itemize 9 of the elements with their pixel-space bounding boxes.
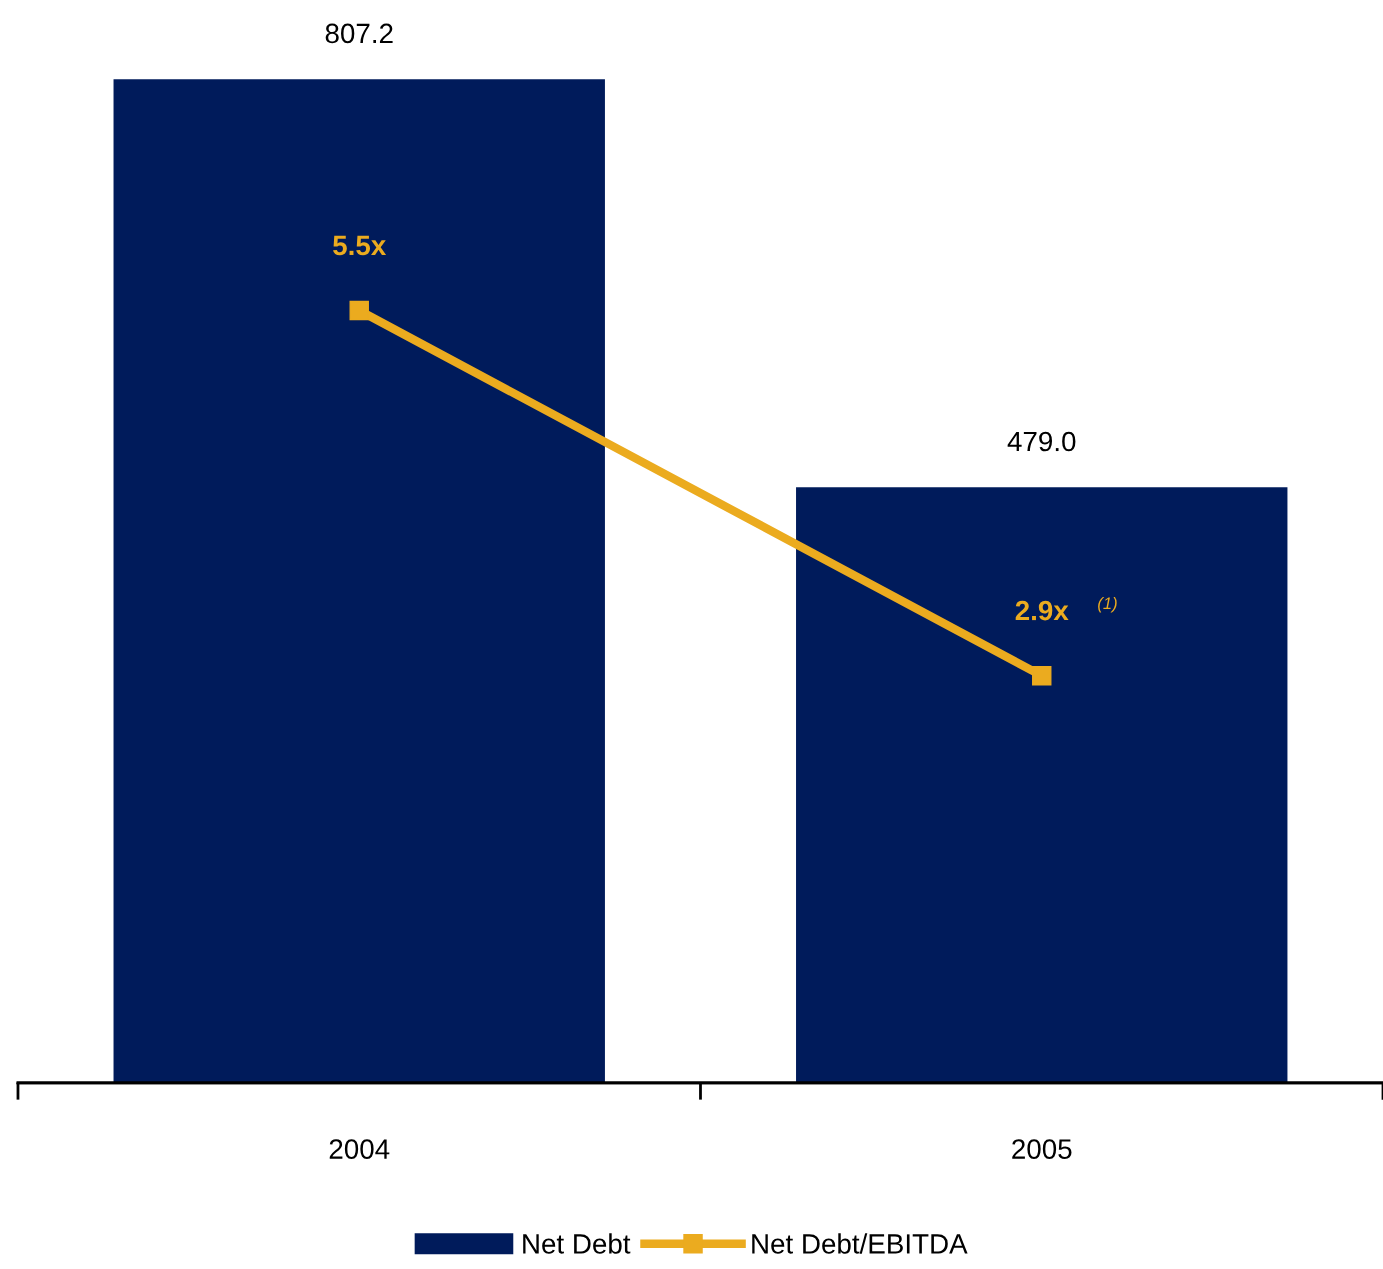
- x-tick-label: 2004: [329, 1139, 390, 1159]
- data-label: 5.5x: [333, 235, 387, 256]
- legend-label: Net Debt: [523, 1233, 631, 1254]
- x-tick-label: 2005: [1012, 1139, 1072, 1159]
- annotation: (1): [1098, 596, 1117, 613]
- data-label: 2.9x: [1015, 600, 1069, 621]
- data-label: 479.0: [1007, 431, 1076, 452]
- legend-label: Net Debt/EBITDA: [752, 1233, 968, 1254]
- data-label: 807.2: [325, 23, 393, 44]
